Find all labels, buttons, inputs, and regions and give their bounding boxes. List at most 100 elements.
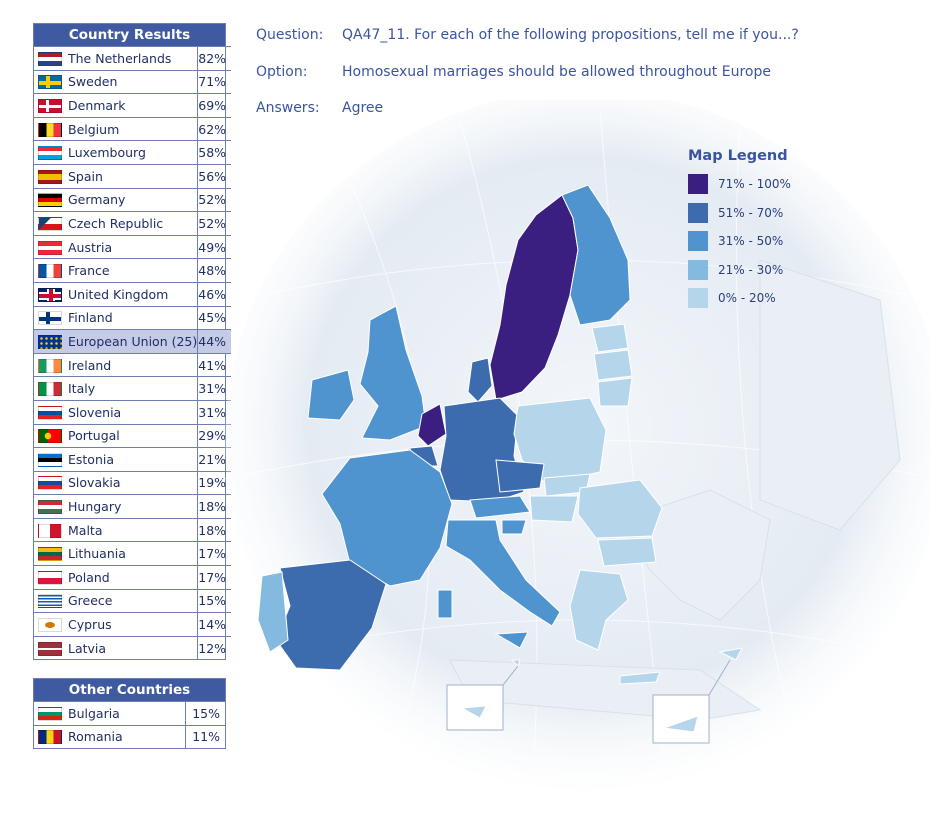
- country-name: Slovenia: [68, 404, 122, 420]
- legend-swatch: [688, 288, 708, 309]
- europe-map: [219, 100, 930, 811]
- country-percent: 62%: [197, 116, 232, 141]
- region-finland: [561, 184, 631, 326]
- country-name-cell: Greece: [34, 588, 198, 613]
- country-name-cell: Ireland: [34, 352, 198, 377]
- other-countries-title: Other Countries: [34, 679, 225, 701]
- region-slovenia: [501, 519, 527, 535]
- country-percent: 17%: [197, 565, 232, 590]
- malta-inset: [446, 665, 519, 731]
- country-name-cell: Malta: [34, 517, 198, 542]
- country-percent: 15%: [197, 588, 232, 613]
- country-percent: 48%: [197, 258, 232, 283]
- estonia-flag-icon: [38, 452, 62, 467]
- hungary-flag-icon: [38, 500, 62, 515]
- country-name: Belgium: [68, 121, 120, 137]
- country-row: France 48%: [34, 258, 232, 283]
- country-name-cell: Hungary: [34, 494, 198, 519]
- country-name: Luxembourg: [68, 145, 146, 161]
- country-name: France: [68, 263, 110, 279]
- legend-label: 31% - 50%: [718, 234, 784, 249]
- country-name-cell: United Kingdom: [34, 281, 198, 307]
- country-name: Austria: [68, 239, 113, 255]
- legend-label: 51% - 70%: [718, 205, 784, 220]
- country-name-cell: Portugal: [34, 423, 198, 448]
- country-row: United Kingdom 46%: [34, 281, 232, 307]
- country-name: Denmark: [68, 97, 126, 113]
- ireland-flag-icon: [38, 358, 62, 373]
- country-percent: 31%: [197, 376, 232, 401]
- cyprus-flag-icon: [38, 618, 62, 633]
- slovakia-flag-icon: [38, 476, 62, 491]
- country-name: Malta: [68, 522, 103, 538]
- country-percent: 15%: [185, 701, 225, 726]
- legend-item: 71% - 100%: [688, 174, 791, 203]
- region-portugal: [257, 571, 289, 653]
- country-row: Italy 31%: [34, 376, 232, 401]
- country-percent: 52%: [197, 187, 232, 212]
- country-row: Finland 45%: [34, 305, 232, 330]
- country-name-cell: The Netherlands: [34, 46, 198, 71]
- region-netherlands: [417, 403, 447, 447]
- option-label: Option:: [256, 64, 308, 80]
- country-name: Germany: [68, 192, 126, 208]
- country-row: The Netherlands 82%: [34, 46, 232, 71]
- country-percent: 41%: [197, 352, 232, 377]
- region-czech: [495, 459, 545, 493]
- legend-item: 51% - 70%: [688, 202, 791, 232]
- region-latvia: [593, 349, 633, 381]
- legend-label: 0% - 20%: [718, 291, 776, 306]
- country-name-cell: Luxembourg: [34, 140, 198, 165]
- country-percent: 31%: [197, 399, 232, 424]
- country-row: Malta 18%: [34, 517, 232, 542]
- poland-flag-icon: [38, 570, 62, 585]
- luxembourg-flag-icon: [38, 146, 62, 161]
- country-percent: 45%: [197, 305, 232, 330]
- country-name: Greece: [68, 593, 113, 609]
- netherlands-flag-icon: [38, 51, 62, 66]
- legend-swatch: [688, 231, 708, 252]
- option-text: Homosexual marriages should be allowed t…: [342, 64, 771, 80]
- legend-item: 21% - 30%: [688, 259, 791, 289]
- country-row: Denmark 69%: [34, 93, 232, 118]
- country-name: Finland: [68, 310, 113, 326]
- country-row: Latvia 12%: [34, 635, 232, 660]
- country-percent: 46%: [197, 281, 232, 307]
- region-denmark: [467, 357, 493, 403]
- legend-label: 71% - 100%: [718, 177, 791, 191]
- country-name: Cyprus: [68, 617, 112, 633]
- country-name-cell: Slovakia: [34, 470, 198, 495]
- country-name: The Netherlands: [68, 50, 172, 66]
- country-row: Portugal 29%: [34, 423, 232, 448]
- country-row: Luxembourg 58%: [34, 140, 232, 165]
- country-name-cell: Slovenia: [34, 399, 198, 424]
- question-line: Question: QA47_11. For each of the follow…: [256, 27, 799, 43]
- region-crete: [619, 671, 661, 685]
- latvia-flag-icon: [38, 641, 62, 656]
- question-label: Question:: [256, 27, 324, 43]
- country-row: Greece 15%: [34, 588, 232, 613]
- region-greece: [569, 569, 629, 651]
- country-name: Ireland: [68, 357, 112, 373]
- country-name: Lithuania: [68, 546, 126, 562]
- germany-flag-icon: [38, 193, 62, 208]
- italy-flag-icon: [38, 382, 62, 397]
- region-ireland: [307, 369, 355, 421]
- country-name-cell: Bulgaria: [34, 701, 186, 726]
- region-uk: [359, 305, 427, 441]
- lithuania-flag-icon: [38, 547, 62, 562]
- country-name-cell: Estonia: [34, 447, 198, 472]
- answers-line: Answers: Agree: [256, 100, 383, 116]
- country-percent: 14%: [197, 612, 232, 637]
- country-name-cell: Finland: [34, 305, 198, 330]
- region-malta-dot: [510, 659, 521, 667]
- answers-text: Agree: [342, 100, 384, 116]
- country-row: Bulgaria 15%: [34, 701, 225, 726]
- country-row: Czech Republic 52%: [34, 211, 232, 236]
- slovenia-flag-icon: [38, 405, 62, 420]
- other-countries-table: Other Countries Bulgaria 15% Romania 11%: [33, 678, 226, 750]
- country-row: Austria 49%: [34, 234, 232, 259]
- country-percent: 18%: [197, 494, 232, 519]
- country-row: Lithuania 17%: [34, 541, 232, 566]
- belgium-flag-icon: [38, 122, 62, 137]
